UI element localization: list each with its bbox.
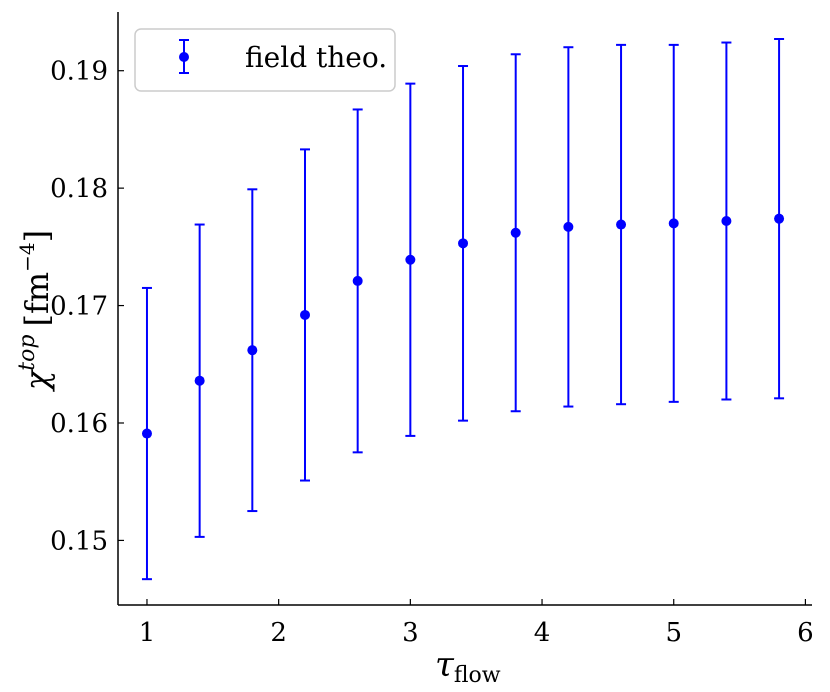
x-ticks: 1 2 3 4 5 6	[139, 599, 814, 648]
x-tick-label: 6	[797, 618, 814, 648]
y-tick-label: 0.17	[50, 292, 108, 322]
data-series	[141, 38, 785, 581]
data-point	[194, 375, 205, 386]
axes	[117, 12, 812, 606]
y-axis-unit: [fm	[18, 272, 56, 327]
data-point	[563, 221, 574, 232]
data-point	[247, 345, 258, 356]
data-point	[616, 219, 627, 230]
data-point	[141, 428, 152, 439]
y-tick-label: 0.18	[50, 174, 108, 204]
data-point	[668, 218, 679, 229]
data-point	[458, 238, 469, 249]
data-point	[510, 227, 521, 238]
data-point	[405, 254, 416, 265]
data-point	[774, 213, 785, 224]
legend-label: field theo.	[245, 41, 387, 74]
data-point	[721, 216, 732, 227]
data-point	[299, 309, 310, 320]
x-tick-label: 3	[402, 618, 419, 648]
y-ticks: 0.15 0.16 0.17 0.18 0.19	[50, 57, 124, 556]
y-axis-label: χtop[fm−4]	[15, 230, 56, 392]
x-tick-label: 2	[270, 618, 287, 648]
x-tick-label: 1	[139, 618, 156, 648]
legend-box	[134, 28, 396, 92]
y-tick-label: 0.16	[50, 409, 108, 439]
x-axis-label-subscript: flow	[454, 663, 501, 688]
data-point	[352, 275, 363, 286]
x-axis-label: τflow	[435, 645, 501, 688]
x-tick-label: 4	[534, 618, 551, 648]
legend: field theo.	[134, 28, 396, 92]
y-axis-unit-close: ]	[18, 230, 56, 242]
y-axis-label-superscript: top	[15, 335, 40, 371]
y-tick-label: 0.15	[50, 526, 108, 556]
y-tick-label: 0.19	[50, 57, 108, 87]
x-tick-label: 5	[665, 618, 682, 648]
legend-marker	[179, 52, 189, 62]
y-axis-unit-superscript: −4	[15, 242, 39, 271]
